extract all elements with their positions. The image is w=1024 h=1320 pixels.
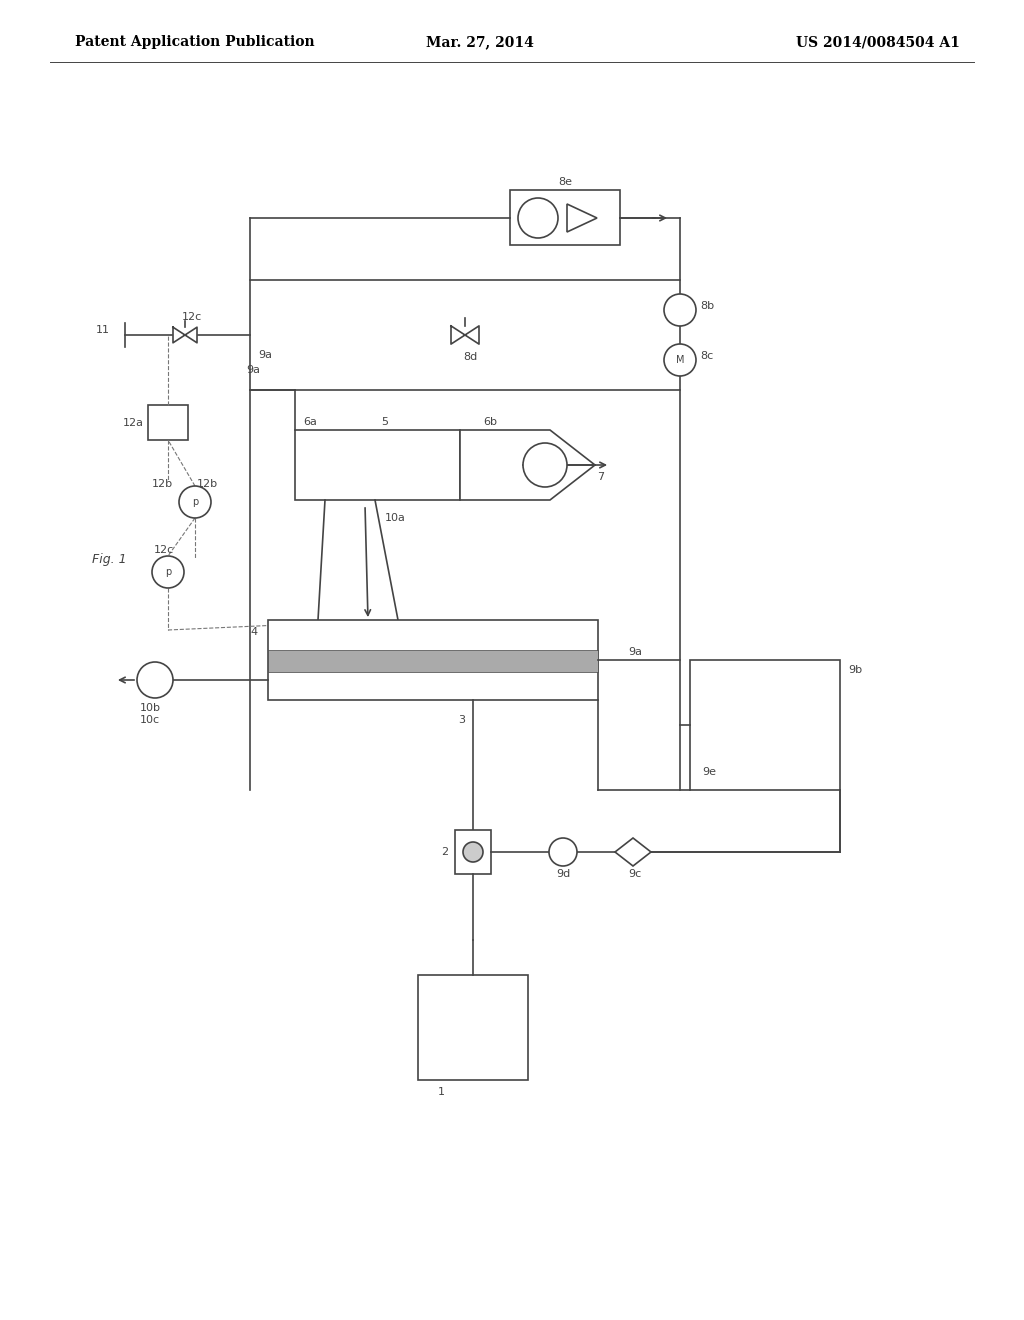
Text: 9a: 9a [628,647,642,657]
Text: Mar. 27, 2014: Mar. 27, 2014 [426,36,534,49]
Circle shape [152,556,184,587]
Text: 9d: 9d [556,869,570,879]
Text: 10b: 10b [139,704,161,713]
Polygon shape [615,838,651,866]
Text: 9b: 9b [848,665,862,675]
Circle shape [664,294,696,326]
Circle shape [463,842,483,862]
Text: 3: 3 [458,715,465,725]
Text: 9a: 9a [258,350,272,360]
Text: Fig. 1: Fig. 1 [92,553,127,566]
Text: 4: 4 [251,627,258,638]
Text: 11: 11 [96,325,110,335]
Text: 9c: 9c [629,869,642,879]
Text: p: p [191,498,198,507]
Text: 10c: 10c [140,715,160,725]
Bar [418,975,528,1080]
Text: 7: 7 [597,473,604,482]
Text: 10a: 10a [385,513,406,523]
Text: 8c: 8c [700,351,714,360]
Text: 6a: 6a [303,417,317,426]
Bar [455,830,490,874]
Text: 12b: 12b [197,479,218,488]
Bar [250,280,680,389]
Text: p: p [165,568,171,577]
Circle shape [523,444,567,487]
Polygon shape [460,430,595,500]
Text: 12a: 12a [123,418,144,428]
Bar [268,649,598,672]
Polygon shape [567,205,597,232]
Text: Patent Application Publication: Patent Application Publication [75,36,314,49]
Text: 5: 5 [382,417,388,426]
Text: 12b: 12b [152,479,173,488]
Text: 1: 1 [438,1086,445,1097]
Text: 12c: 12c [182,312,202,322]
Text: 8d: 8d [463,352,477,362]
Circle shape [664,345,696,376]
Bar [268,620,598,700]
Circle shape [179,486,211,517]
Circle shape [518,198,558,238]
Text: 9a: 9a [246,366,260,375]
Bar [690,660,840,789]
Bar [510,190,620,246]
Text: 9e: 9e [702,767,716,777]
Text: M: M [676,355,684,366]
Bar [295,430,460,500]
Text: 2: 2 [441,847,449,857]
Text: 8b: 8b [700,301,714,312]
Text: 12c: 12c [154,545,174,554]
Text: 6b: 6b [483,417,497,426]
Circle shape [549,838,577,866]
Text: 8e: 8e [558,177,572,187]
Text: US 2014/0084504 A1: US 2014/0084504 A1 [796,36,961,49]
Circle shape [137,663,173,698]
Bar [148,405,188,440]
